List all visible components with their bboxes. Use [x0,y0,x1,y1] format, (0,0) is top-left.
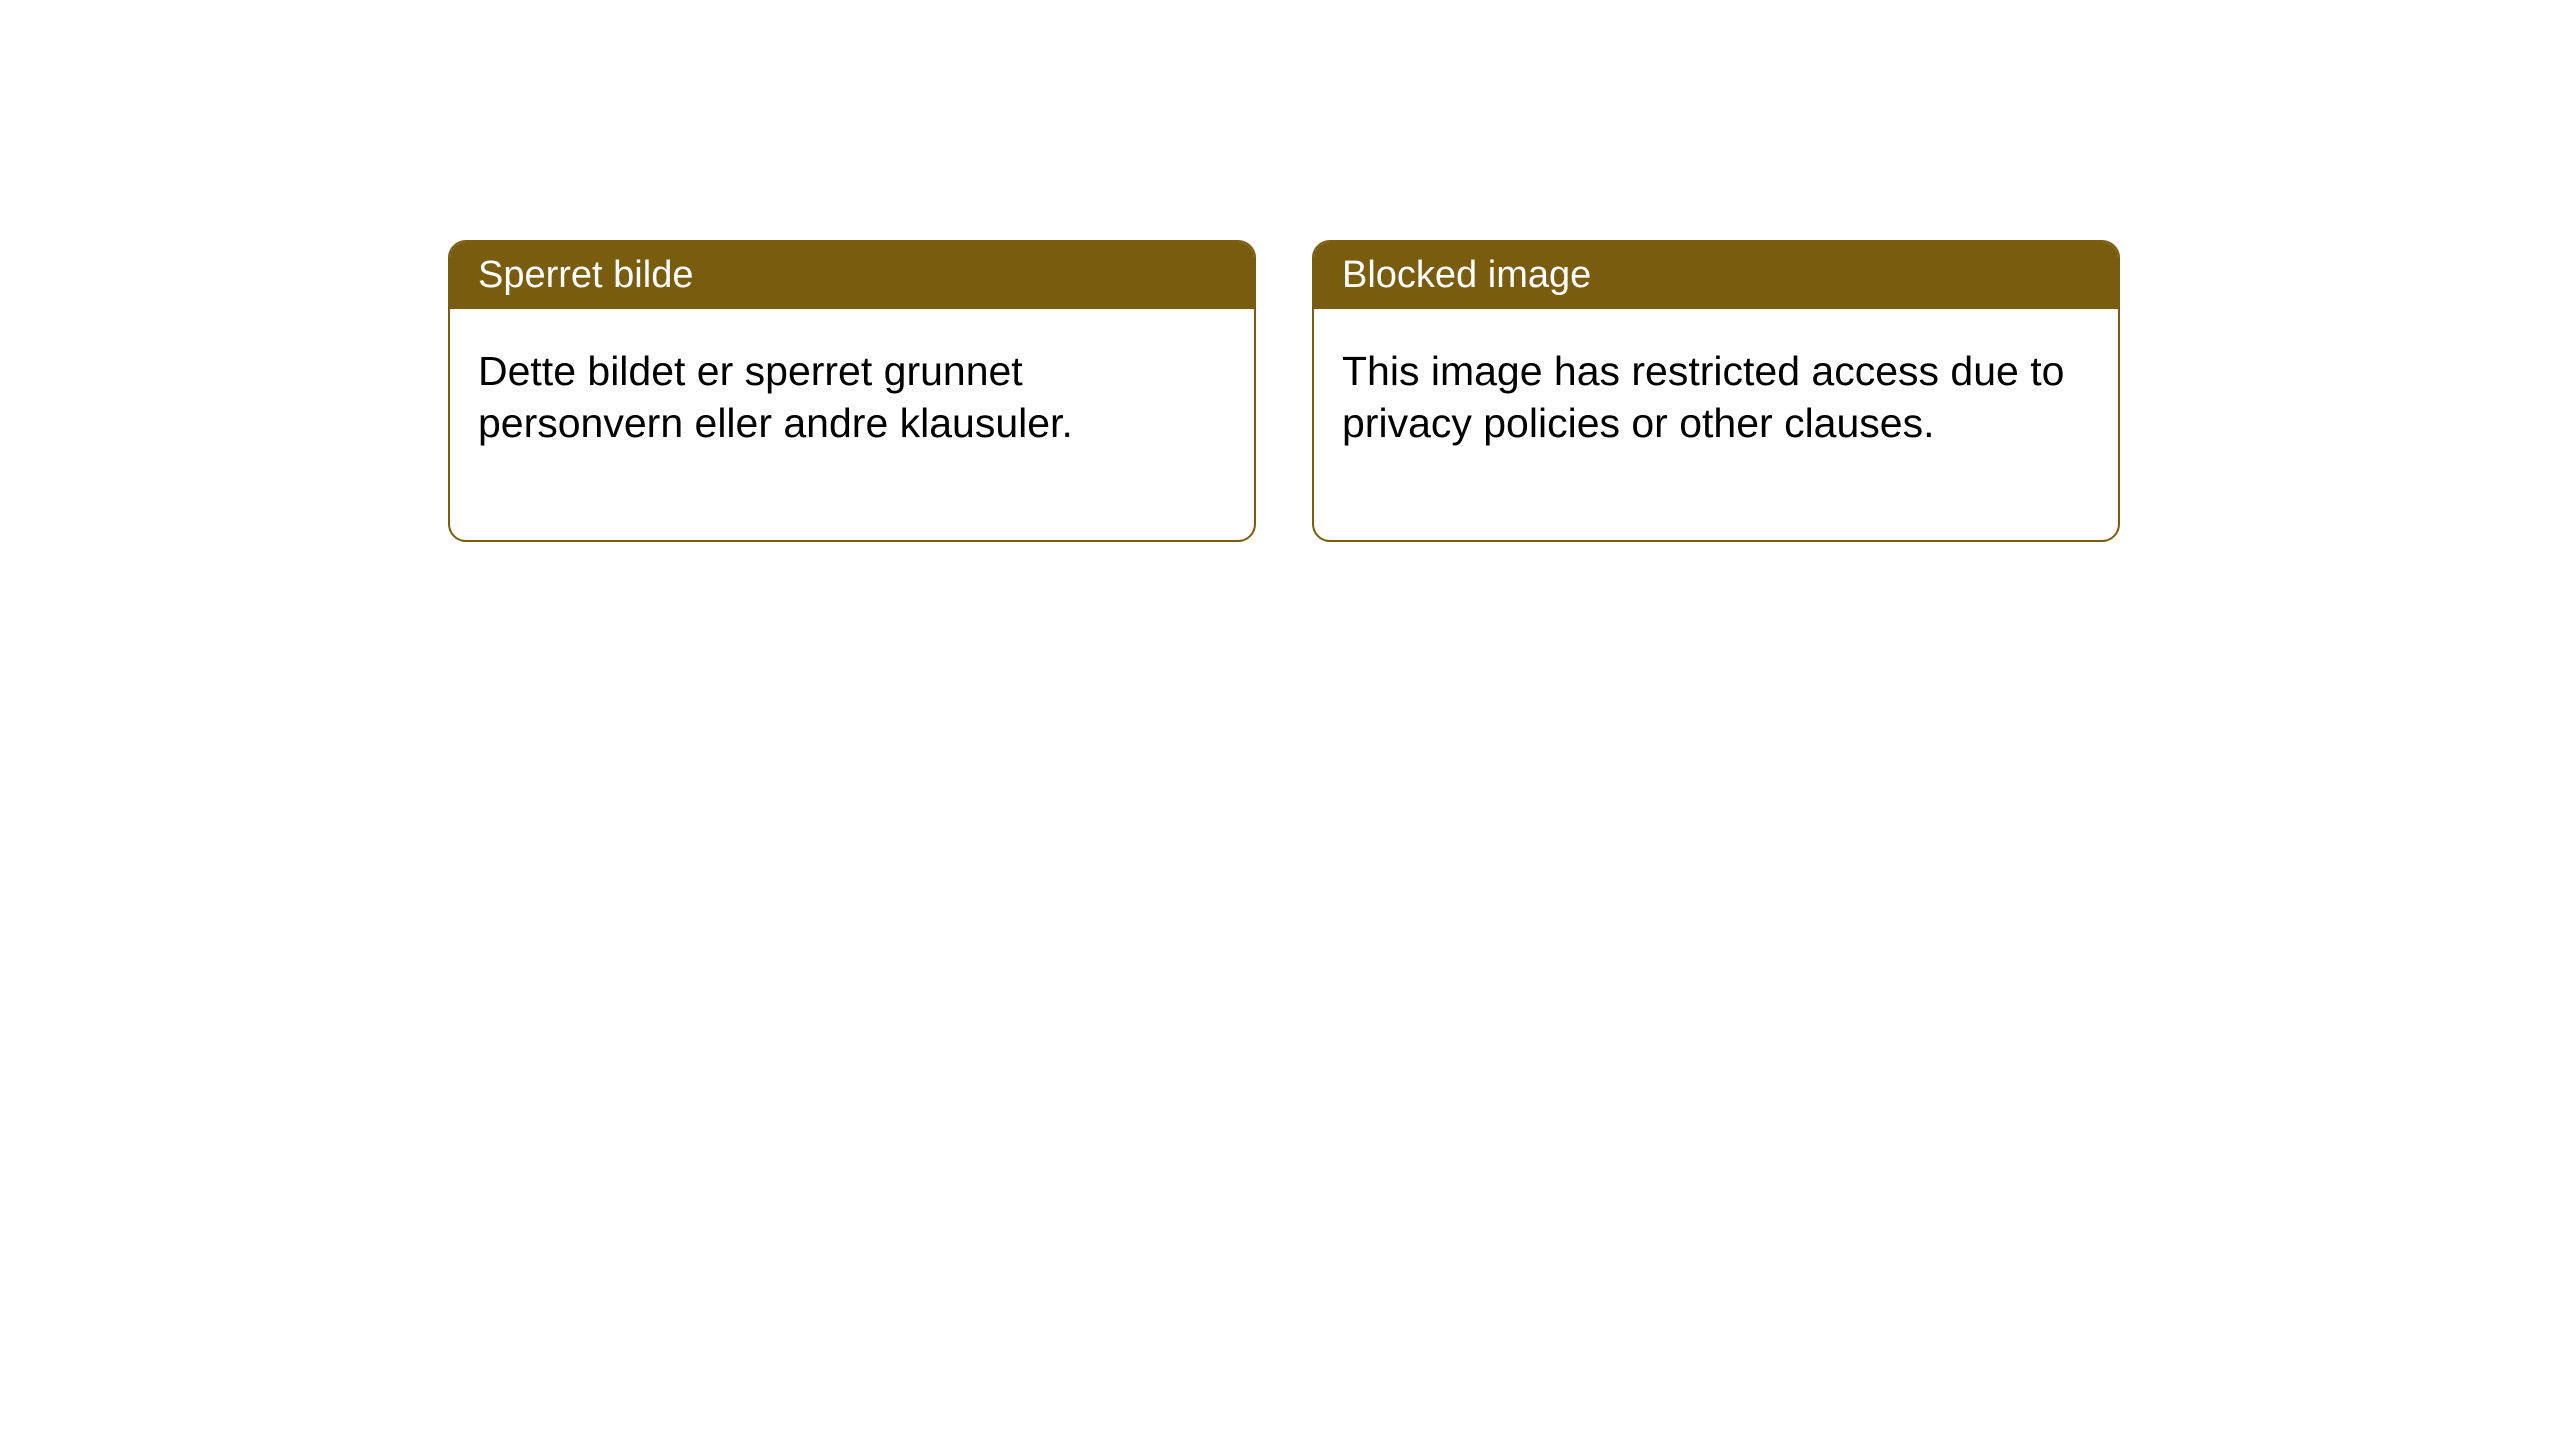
notice-card-norwegian: Sperret bilde Dette bildet er sperret gr… [448,240,1256,542]
notice-title-norwegian: Sperret bilde [450,242,1254,309]
notice-title-english: Blocked image [1314,242,2118,309]
notice-body-norwegian: Dette bildet er sperret grunnet personve… [450,309,1254,540]
notice-body-english: This image has restricted access due to … [1314,309,2118,540]
notice-card-english: Blocked image This image has restricted … [1312,240,2120,542]
notice-container: Sperret bilde Dette bildet er sperret gr… [0,0,2560,542]
